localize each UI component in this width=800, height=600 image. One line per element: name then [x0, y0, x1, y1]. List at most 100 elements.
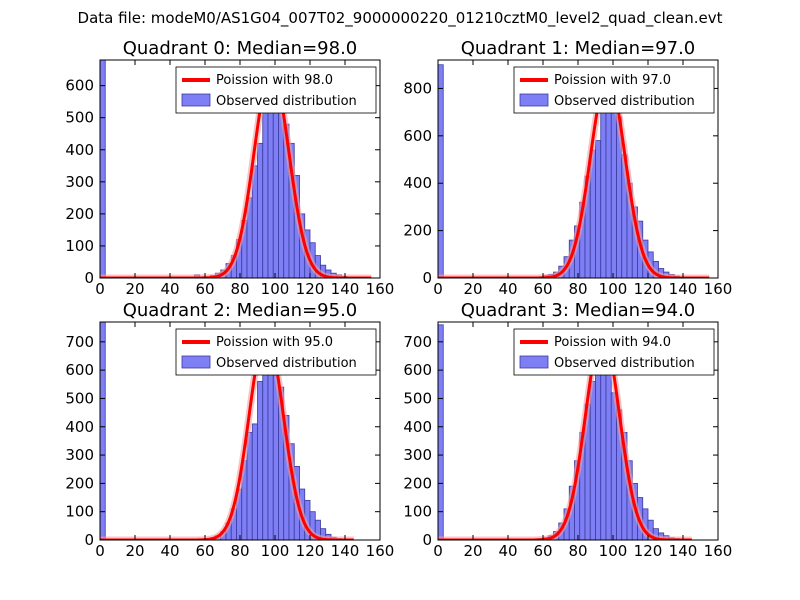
- histogram-bar: [438, 64, 444, 278]
- y-tick-label: 700: [403, 333, 432, 351]
- legend: Poission with 95.0 Observed distribution: [175, 328, 377, 376]
- histogram-bar: [605, 92, 612, 278]
- y-tick-label: 300: [65, 446, 94, 464]
- y-tick-label: 500: [65, 389, 94, 407]
- x-tick-label: 100: [261, 542, 290, 560]
- x-tick-label: 80: [230, 280, 249, 298]
- subplot-title: Quadrant 0: Median=98.0: [123, 38, 358, 59]
- y-tick-label: 400: [65, 141, 94, 159]
- histogram-bar: [595, 140, 602, 278]
- x-axis-ticks: 0 20 40 60 80 100 120 140 160: [433, 60, 732, 298]
- legend-label-observed: Observed distribution: [216, 356, 357, 371]
- x-tick-label: 80: [568, 280, 587, 298]
- y-axis-ticks: 0 200 400 600 800: [403, 79, 718, 287]
- x-tick-label: 100: [599, 280, 628, 298]
- y-tick-label: 0: [422, 531, 432, 549]
- y-tick-label: 200: [403, 474, 432, 492]
- poisson-curve-line: [100, 331, 355, 540]
- x-tick-label: 160: [704, 280, 733, 298]
- histogram-bar: [257, 142, 264, 278]
- plot-area: [100, 322, 357, 540]
- legend-label-observed: Observed distribution: [554, 94, 695, 109]
- x-tick-label: 60: [195, 280, 214, 298]
- x-tick-label: 120: [634, 280, 663, 298]
- y-tick-label: 700: [65, 333, 94, 351]
- histogram-bar: [600, 355, 607, 540]
- x-tick-label: 160: [704, 542, 733, 560]
- figure-suptitle: Data file: modeM0/AS1G04_007T02_90000002…: [78, 9, 723, 28]
- histogram-bar: [610, 392, 617, 540]
- legend: Poission with 98.0 Observed distribution: [175, 66, 377, 114]
- histogram-bar: [100, 60, 106, 278]
- legend-label-poisson: Poission with 98.0: [216, 73, 333, 88]
- subplot-grid: Quadrant 0: Median=98.0 0 20 40 60 80 100 120 14…: [65, 38, 732, 560]
- x-tick-label: 80: [568, 542, 587, 560]
- x-tick-label: 120: [296, 542, 325, 560]
- legend-label-observed: Observed distribution: [216, 94, 357, 109]
- histogram-bar: [251, 423, 258, 540]
- histogram-bar: [438, 324, 444, 540]
- poisson-curve-line: [100, 68, 372, 278]
- x-tick-label: 160: [366, 542, 395, 560]
- x-tick-label: 140: [331, 280, 360, 298]
- legend-label-poisson: Poission with 94.0: [554, 335, 671, 350]
- y-tick-label: 400: [403, 418, 432, 436]
- y-tick-label: 400: [403, 174, 432, 192]
- x-tick-label: 60: [533, 280, 552, 298]
- legend-patch-swatch: [519, 93, 549, 107]
- x-tick-label: 20: [463, 280, 482, 298]
- y-tick-label: 500: [403, 389, 432, 407]
- x-tick-label: 0: [95, 280, 105, 298]
- subplot-quadrant-2: Quadrant 2: Median=95.0 0 20 40 60 80 100 120 14…: [65, 300, 394, 560]
- y-tick-label: 100: [65, 237, 94, 255]
- x-axis-ticks: 0 20 40 60 80 100 120 140 160: [433, 322, 732, 560]
- x-tick-label: 40: [498, 542, 517, 560]
- legend-label-poisson: Poission with 95.0: [216, 335, 333, 350]
- histogram-bar: [600, 111, 607, 278]
- y-tick-label: 0: [84, 531, 94, 549]
- subplot-quadrant-3: Quadrant 3: Median=94.0 0 20 40 60 80 100 120 14…: [403, 300, 732, 560]
- x-tick-label: 80: [230, 542, 249, 560]
- subplot-title: Quadrant 1: Median=97.0: [461, 38, 696, 59]
- y-tick-label: 300: [65, 173, 94, 191]
- x-tick-label: 60: [533, 542, 552, 560]
- histogram-bar: [100, 322, 106, 540]
- histogram-bar: [257, 381, 264, 540]
- legend-patch-swatch: [181, 93, 211, 107]
- x-tick-label: 140: [331, 542, 360, 560]
- histogram-bar: [272, 91, 279, 278]
- y-tick-label: 600: [403, 361, 432, 379]
- y-tick-label: 100: [403, 503, 432, 521]
- histogram-bar: [589, 381, 596, 540]
- y-tick-label: 600: [65, 361, 94, 379]
- x-tick-label: 140: [669, 280, 698, 298]
- legend-label-poisson: Poission with 97.0: [554, 73, 671, 88]
- plot-area: [100, 60, 374, 278]
- x-tick-label: 0: [95, 542, 105, 560]
- legend-patch-swatch: [181, 355, 211, 369]
- y-tick-label: 600: [403, 127, 432, 145]
- subplot-quadrant-1: Quadrant 1: Median=97.0 0 20 40 60 80 100 120 14…: [403, 38, 732, 298]
- y-axis-ticks: 0 100 200 300 400 500 600: [65, 77, 380, 287]
- x-tick-label: 40: [498, 280, 517, 298]
- legend: Poission with 94.0 Observed distribution: [513, 328, 715, 376]
- subplot-title: Quadrant 2: Median=95.0: [123, 300, 358, 321]
- x-tick-label: 20: [125, 280, 144, 298]
- histogram-bar: [262, 369, 269, 540]
- y-axis-ticks: 0 100 200 300 400 500 600 700: [65, 333, 380, 549]
- legend-patch-swatch: [519, 355, 549, 369]
- x-tick-label: 100: [599, 542, 628, 560]
- y-tick-label: 200: [403, 222, 432, 240]
- y-tick-label: 200: [65, 474, 94, 492]
- x-axis-ticks: 0 20 40 60 80 100 120 140 160: [95, 60, 394, 298]
- histogram-bar: [610, 97, 617, 278]
- x-tick-label: 140: [669, 542, 698, 560]
- histogram-bar: [267, 358, 274, 540]
- x-tick-label: 0: [433, 280, 443, 298]
- y-tick-label: 400: [65, 418, 94, 436]
- poisson-curve-line: [438, 75, 710, 278]
- x-tick-label: 20: [125, 542, 144, 560]
- y-tick-label: 300: [403, 446, 432, 464]
- poisson-curve-line: [438, 331, 693, 540]
